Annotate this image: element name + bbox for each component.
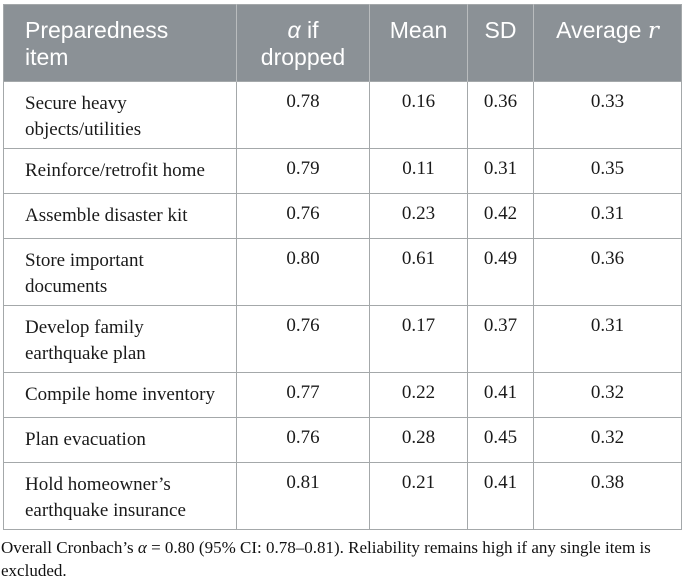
cell-sd: 0.41 <box>467 372 534 419</box>
column-header-mean: Mean <box>369 4 468 82</box>
table-row: Store important documents 0.80 0.61 0.49… <box>3 238 682 307</box>
table-footnote: Overall Cronbach’s α = 0.80 (95% CI: 0.7… <box>1 537 685 581</box>
cell-alpha-if-dropped: 0.77 <box>236 372 370 419</box>
cell-item: Assemble disaster kit <box>3 193 237 240</box>
cell-average-r: 0.31 <box>533 305 682 374</box>
cell-sd: 0.41 <box>467 462 534 531</box>
table-row: Reinforce/retrofit home 0.79 0.11 0.31 0… <box>3 148 682 195</box>
alpha-header-line2: dropped <box>260 44 346 71</box>
table-row: Secure heavy objects/utilities 0.78 0.16… <box>3 81 682 150</box>
cell-alpha-if-dropped: 0.76 <box>236 417 370 464</box>
cell-average-r: 0.33 <box>533 81 682 150</box>
cell-mean: 0.61 <box>369 238 468 307</box>
cell-average-r: 0.38 <box>533 462 682 531</box>
cell-alpha-if-dropped: 0.76 <box>236 193 370 240</box>
r-symbol: r <box>647 18 659 44</box>
header-row: Preparedness item α if dropped Mean SD A… <box>3 4 682 82</box>
footnote-pre: Overall Cronbach’s <box>1 538 138 558</box>
alpha-header-line1-rest: if <box>300 17 319 43</box>
cell-sd: 0.42 <box>467 193 534 240</box>
cell-item: Store important documents <box>3 238 237 307</box>
table-row: Plan evacuation 0.76 0.28 0.45 0.32 <box>3 417 682 464</box>
cell-mean: 0.21 <box>369 462 468 531</box>
cell-alpha-if-dropped: 0.80 <box>236 238 370 307</box>
cell-mean: 0.22 <box>369 372 468 419</box>
alpha-header-line1: α if <box>241 17 365 44</box>
cell-mean: 0.11 <box>369 148 468 195</box>
average-r-text: Average <box>556 17 648 43</box>
cell-average-r: 0.32 <box>533 417 682 464</box>
column-header-alpha-if-dropped: α if dropped <box>236 4 370 82</box>
cell-sd: 0.37 <box>467 305 534 374</box>
cell-alpha-if-dropped: 0.81 <box>236 462 370 531</box>
table-row: Assemble disaster kit 0.76 0.23 0.42 0.3… <box>3 193 682 240</box>
table-row: Compile home inventory 0.77 0.22 0.41 0.… <box>3 372 682 419</box>
preparedness-reliability-table: Preparedness item α if dropped Mean SD A… <box>3 4 682 531</box>
cell-item: Hold homeowner’s earthquake insurance <box>3 462 237 531</box>
cell-average-r: 0.31 <box>533 193 682 240</box>
cell-item: Develop family earthquake plan <box>3 305 237 374</box>
cell-sd: 0.49 <box>467 238 534 307</box>
cell-sd: 0.36 <box>467 81 534 150</box>
cell-alpha-if-dropped: 0.78 <box>236 81 370 150</box>
column-header-preparedness-item: Preparedness item <box>3 4 237 82</box>
cell-average-r: 0.32 <box>533 372 682 419</box>
cell-average-r: 0.36 <box>533 238 682 307</box>
cell-average-r: 0.35 <box>533 148 682 195</box>
column-header-average-r: Average r <box>533 4 682 82</box>
cell-alpha-if-dropped: 0.76 <box>236 305 370 374</box>
table-row: Develop family earthquake plan 0.76 0.17… <box>3 305 682 374</box>
cell-mean: 0.28 <box>369 417 468 464</box>
cell-item: Secure heavy objects/utilities <box>3 81 237 150</box>
cell-mean: 0.23 <box>369 193 468 240</box>
cell-item: Compile home inventory <box>3 372 237 419</box>
table-header: Preparedness item α if dropped Mean SD A… <box>3 4 682 82</box>
alpha-symbol: α <box>137 538 147 558</box>
cell-item: Plan evacuation <box>3 417 237 464</box>
cell-sd: 0.45 <box>467 417 534 464</box>
table-body: Secure heavy objects/utilities 0.78 0.16… <box>3 81 682 531</box>
cell-mean: 0.17 <box>369 305 468 374</box>
cell-sd: 0.31 <box>467 148 534 195</box>
alpha-symbol: α <box>287 17 301 43</box>
cell-alpha-if-dropped: 0.79 <box>236 148 370 195</box>
cell-mean: 0.16 <box>369 81 468 150</box>
footnote-post: = 0.80 (95% CI: 0.78–0.81). Reliability … <box>1 538 651 580</box>
table-row: Hold homeowner’s earthquake insurance 0.… <box>3 462 682 531</box>
cell-item: Reinforce/retrofit home <box>3 148 237 195</box>
column-header-sd: SD <box>467 4 534 82</box>
